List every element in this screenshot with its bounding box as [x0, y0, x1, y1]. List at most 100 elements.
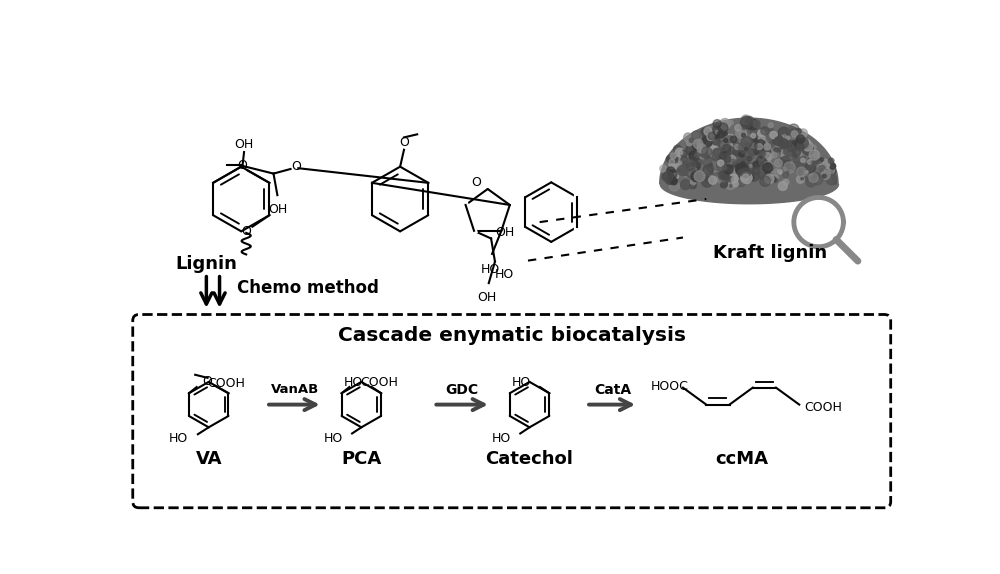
Circle shape: [686, 145, 696, 155]
Circle shape: [696, 171, 703, 178]
Circle shape: [687, 162, 695, 170]
Circle shape: [668, 169, 677, 179]
Circle shape: [717, 162, 722, 167]
Circle shape: [802, 146, 808, 152]
Circle shape: [828, 158, 834, 164]
Circle shape: [687, 141, 693, 147]
Text: O: O: [471, 176, 481, 189]
Circle shape: [778, 181, 787, 191]
Circle shape: [820, 168, 823, 172]
Circle shape: [727, 163, 736, 172]
Circle shape: [791, 131, 798, 137]
Circle shape: [717, 131, 724, 138]
Circle shape: [781, 149, 792, 159]
Circle shape: [808, 146, 813, 152]
Circle shape: [818, 159, 822, 164]
Circle shape: [682, 168, 687, 173]
Circle shape: [724, 181, 729, 187]
Circle shape: [697, 175, 702, 179]
Text: Cascade enymatic biocatalysis: Cascade enymatic biocatalysis: [338, 326, 686, 345]
Circle shape: [792, 141, 796, 145]
Text: Kraft lignin: Kraft lignin: [713, 244, 827, 262]
Circle shape: [785, 149, 794, 158]
Circle shape: [720, 183, 726, 188]
Circle shape: [780, 157, 790, 166]
Circle shape: [765, 162, 770, 168]
Circle shape: [780, 151, 784, 154]
Circle shape: [690, 183, 696, 189]
Circle shape: [739, 174, 742, 177]
Circle shape: [669, 158, 679, 169]
Circle shape: [811, 165, 814, 168]
Circle shape: [722, 152, 731, 161]
Circle shape: [724, 142, 733, 150]
Circle shape: [722, 153, 729, 161]
Circle shape: [728, 151, 733, 156]
Circle shape: [729, 135, 735, 141]
Circle shape: [713, 119, 721, 128]
Circle shape: [673, 173, 679, 179]
Text: O: O: [291, 160, 301, 173]
Circle shape: [771, 133, 777, 138]
Circle shape: [706, 145, 711, 149]
Circle shape: [708, 126, 711, 130]
Circle shape: [741, 162, 745, 166]
Circle shape: [692, 132, 701, 141]
Circle shape: [722, 133, 727, 137]
Circle shape: [806, 177, 816, 187]
Circle shape: [763, 153, 772, 161]
Circle shape: [718, 142, 728, 152]
Circle shape: [729, 121, 733, 125]
Circle shape: [709, 163, 712, 166]
Circle shape: [765, 172, 769, 176]
Circle shape: [741, 117, 752, 128]
Circle shape: [819, 165, 827, 172]
Circle shape: [690, 185, 694, 189]
Circle shape: [700, 147, 712, 158]
Circle shape: [743, 138, 754, 149]
Circle shape: [779, 135, 784, 141]
Circle shape: [763, 132, 774, 143]
Circle shape: [718, 160, 724, 166]
Circle shape: [764, 144, 771, 150]
Circle shape: [742, 133, 745, 137]
Circle shape: [674, 145, 682, 153]
Circle shape: [738, 169, 745, 176]
Circle shape: [793, 149, 800, 156]
Circle shape: [761, 135, 769, 143]
Circle shape: [699, 132, 706, 139]
Circle shape: [744, 162, 747, 165]
Circle shape: [744, 172, 753, 181]
Circle shape: [694, 171, 705, 181]
Circle shape: [796, 167, 806, 177]
Text: HO: HO: [481, 263, 500, 276]
Circle shape: [792, 162, 801, 171]
Circle shape: [768, 142, 774, 147]
Circle shape: [741, 158, 747, 164]
Circle shape: [797, 170, 802, 176]
Text: COOH: COOH: [208, 377, 245, 390]
Circle shape: [720, 182, 727, 188]
Text: VA: VA: [195, 449, 222, 467]
Circle shape: [787, 140, 792, 146]
Circle shape: [745, 148, 748, 151]
Circle shape: [697, 176, 700, 180]
Circle shape: [719, 155, 729, 165]
Circle shape: [758, 151, 768, 161]
Circle shape: [725, 141, 731, 147]
Circle shape: [775, 169, 778, 172]
Circle shape: [721, 181, 728, 188]
Circle shape: [739, 156, 749, 166]
Circle shape: [778, 127, 789, 138]
Circle shape: [794, 157, 804, 167]
Circle shape: [792, 167, 795, 170]
Circle shape: [752, 168, 759, 175]
Circle shape: [708, 133, 715, 139]
FancyBboxPatch shape: [133, 315, 891, 508]
Circle shape: [762, 144, 765, 148]
Circle shape: [689, 138, 693, 142]
Circle shape: [678, 150, 683, 154]
Circle shape: [751, 136, 757, 142]
Circle shape: [705, 176, 712, 183]
Circle shape: [828, 167, 835, 174]
